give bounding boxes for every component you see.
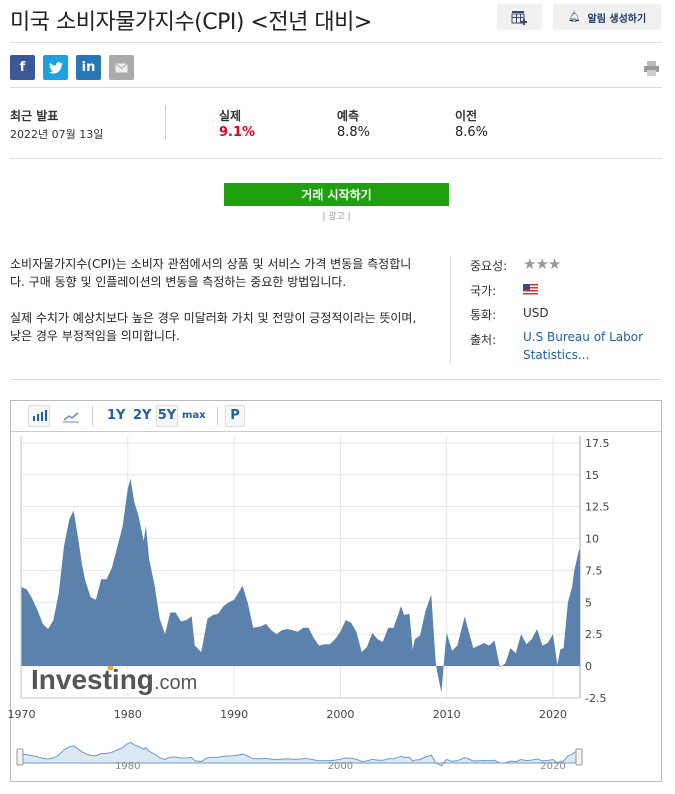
range-2y-button[interactable]: 2Y bbox=[133, 408, 152, 423]
source-link[interactable]: U.S Bureau of Labor Statistics... bbox=[523, 330, 644, 362]
email-share-button[interactable] bbox=[109, 55, 134, 80]
divider bbox=[10, 158, 662, 159]
facebook-share-button[interactable]: f bbox=[10, 55, 35, 80]
svg-text:.com: .com bbox=[154, 672, 197, 694]
create-alert-button[interactable]: 🔔︎ 알림 생성하기 bbox=[553, 4, 661, 30]
y-tick-label: 10 bbox=[585, 533, 599, 546]
y-tick-label: 12.5 bbox=[585, 501, 610, 514]
toolbar-divider bbox=[217, 406, 218, 426]
star-icon: ★ bbox=[523, 255, 536, 273]
previous-value: 8.6% bbox=[455, 125, 489, 140]
p-button[interactable]: P bbox=[225, 405, 245, 427]
y-tick-label: 7.5 bbox=[585, 564, 603, 577]
toolbar-divider bbox=[92, 406, 93, 426]
linkedin-icon: in bbox=[81, 60, 96, 75]
y-tick-label: 0 bbox=[585, 660, 592, 673]
navigator[interactable]: 1980 2000 2020 bbox=[16, 741, 583, 773]
y-tick-label: 2.5 bbox=[585, 628, 603, 641]
navigator-left-handle[interactable] bbox=[16, 748, 24, 766]
calendar-add-icon bbox=[511, 11, 527, 25]
email-icon bbox=[115, 62, 128, 72]
description: 소비자물가지수(CPI)는 소비자 관점에서의 상품 및 서비스 가격 변동을 … bbox=[10, 255, 420, 345]
description-paragraph: 실제 수치가 예상치보다 높은 경우 미달러화 가치 및 전망이 긍정적이라는 … bbox=[10, 311, 417, 343]
forecast-label: 예측 bbox=[337, 109, 360, 123]
x-tick-label: 1980 bbox=[114, 708, 142, 721]
latest-release-label: 최근 발표 bbox=[10, 109, 59, 123]
start-trading-button[interactable]: 거래 시작하기 bbox=[224, 183, 449, 206]
chart-toolbar: 1Y 2Y 5Y max P bbox=[11, 401, 661, 432]
release-date: 2022년 07월 13일 bbox=[10, 128, 104, 141]
y-tick-label: 15 bbox=[585, 469, 599, 482]
bar-chart-button[interactable] bbox=[28, 405, 50, 427]
actual-value: 9.1% bbox=[219, 125, 256, 140]
divider bbox=[10, 42, 662, 43]
chart-container: 1Y 2Y 5Y max P 17.5 15 12.5 10 7.5 5 2.5 0 -2.5 1… bbox=[8, 400, 662, 782]
line-chart-button[interactable] bbox=[61, 406, 81, 430]
x-tick-label: 2010 bbox=[433, 708, 461, 721]
print-icon bbox=[644, 61, 659, 76]
linkedin-share-button[interactable]: in bbox=[76, 55, 101, 80]
x-tick-label: 2020 bbox=[539, 708, 567, 721]
y-tick-label: 5 bbox=[585, 596, 592, 609]
x-tick-label: 1990 bbox=[220, 708, 248, 721]
twitter-icon bbox=[48, 61, 63, 73]
navigator-right-handle[interactable] bbox=[575, 748, 583, 766]
star-icon: ★ bbox=[547, 255, 561, 273]
navigator-tick-label: 1980 bbox=[115, 761, 140, 772]
twitter-share-button[interactable] bbox=[43, 55, 68, 80]
y-tick-label: 17.5 bbox=[585, 437, 610, 450]
previous-label: 이전 bbox=[455, 109, 478, 123]
star-icon: ★ bbox=[535, 255, 548, 273]
importance-label: 중요성: bbox=[470, 259, 508, 273]
description-paragraph: 소비자물가지수(CPI)는 소비자 관점에서의 상품 및 서비스 가격 변동을 … bbox=[10, 257, 412, 289]
line-chart-icon bbox=[63, 412, 79, 423]
bar-chart-icon bbox=[33, 410, 47, 421]
actual-label: 실제 bbox=[219, 109, 242, 123]
svg-text:Investing: Investing bbox=[31, 664, 154, 695]
navigator-tick-label: 2020 bbox=[540, 761, 565, 772]
range-5y-button[interactable]: 5Y bbox=[156, 405, 178, 427]
importance-stars: ★★★ bbox=[523, 255, 561, 273]
x-tick-label: 1970 bbox=[8, 708, 36, 721]
ad-label: | 광고 | bbox=[322, 212, 351, 222]
currency-label: 통화: bbox=[470, 308, 497, 322]
divider bbox=[165, 105, 166, 140]
source-label: 출처: bbox=[470, 333, 497, 347]
range-max-button[interactable]: max bbox=[182, 410, 206, 421]
currency-value: USD bbox=[523, 306, 549, 320]
facebook-icon: f bbox=[19, 60, 26, 75]
divider bbox=[450, 256, 451, 364]
y-tick-label: -2.5 bbox=[585, 692, 606, 705]
navigator-tick-label: 2000 bbox=[328, 761, 353, 772]
page-title: 미국 소비자물가지수(CPI) <전년 대비> bbox=[10, 10, 372, 35]
investing-watermark: Investing .com bbox=[31, 664, 197, 695]
range-1y-button[interactable]: 1Y bbox=[107, 408, 126, 423]
divider bbox=[10, 379, 662, 380]
navigator-series bbox=[20, 741, 581, 767]
print-button[interactable] bbox=[644, 61, 659, 80]
create-alert-label: 알림 생성하기 bbox=[587, 13, 647, 25]
us-flag-icon bbox=[523, 284, 538, 295]
cpi-area-series bbox=[21, 478, 580, 693]
country-label: 국가: bbox=[470, 284, 497, 298]
forecast-value: 8.8% bbox=[337, 125, 371, 140]
x-tick-label: 2000 bbox=[326, 708, 354, 721]
add-to-calendar-button[interactable] bbox=[497, 4, 542, 30]
bell-icon: 🔔︎ bbox=[567, 11, 581, 23]
divider bbox=[10, 87, 662, 88]
